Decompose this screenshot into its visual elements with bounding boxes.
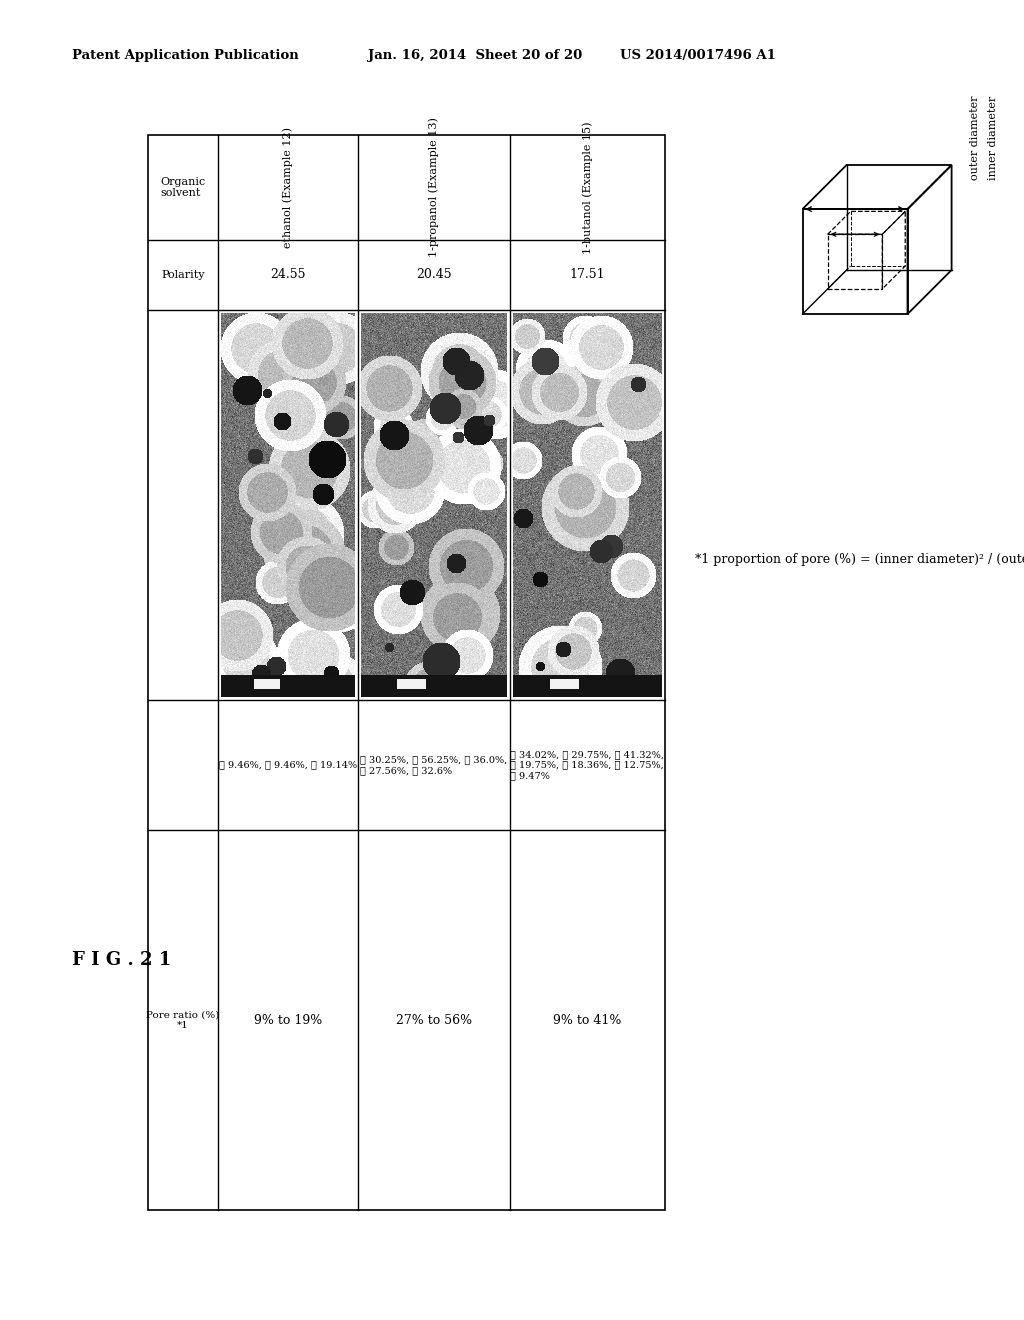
Text: Jan. 16, 2014  Sheet 20 of 20: Jan. 16, 2014 Sheet 20 of 20 <box>368 49 583 62</box>
Text: 9% to 41%: 9% to 41% <box>553 1014 622 1027</box>
Text: 17.51: 17.51 <box>569 268 605 281</box>
Text: *1 proportion of pore (%) = (inner diameter)² / (outer diameter)² × 100: *1 proportion of pore (%) = (inner diame… <box>695 553 1024 566</box>
Text: ethanol (Example 12): ethanol (Example 12) <box>283 127 293 248</box>
Text: Pore ratio (%)
*1: Pore ratio (%) *1 <box>146 1010 220 1030</box>
Text: 24.55: 24.55 <box>270 268 306 281</box>
Text: 27% to 56%: 27% to 56% <box>396 1014 472 1027</box>
Text: ① 30.25%, ② 56.25%, ③ 36.0%,
④ 27.56%, ⑤ 32.6%: ① 30.25%, ② 56.25%, ③ 36.0%, ④ 27.56%, ⑤… <box>360 755 508 775</box>
Text: US 2014/0017496 A1: US 2014/0017496 A1 <box>620 49 776 62</box>
Text: ① 9.46%, ② 9.46%, ③ 19.14%: ① 9.46%, ② 9.46%, ③ 19.14% <box>219 760 357 770</box>
Text: F I G . 2 1: F I G . 2 1 <box>72 950 171 969</box>
Text: 20.45: 20.45 <box>416 268 452 281</box>
Text: ① 34.02%, ② 29.75%, ③ 41.32%,
④ 19.75%, ⑤ 18.36%, ⑥ 12.75%,
⑦ 9.47%: ① 34.02%, ② 29.75%, ③ 41.32%, ④ 19.75%, … <box>511 750 665 780</box>
Text: Organic
solvent: Organic solvent <box>161 177 206 198</box>
Text: Patent Application Publication: Patent Application Publication <box>72 49 299 62</box>
Text: 1-butanol (Example 15): 1-butanol (Example 15) <box>583 121 593 253</box>
Text: inner diameter: inner diameter <box>987 96 997 180</box>
Text: 1-propanol (Example 13): 1-propanol (Example 13) <box>429 117 439 257</box>
Text: outer diameter: outer diameter <box>970 95 980 180</box>
Text: 9% to 19%: 9% to 19% <box>254 1014 323 1027</box>
Text: Polarity: Polarity <box>161 271 205 280</box>
